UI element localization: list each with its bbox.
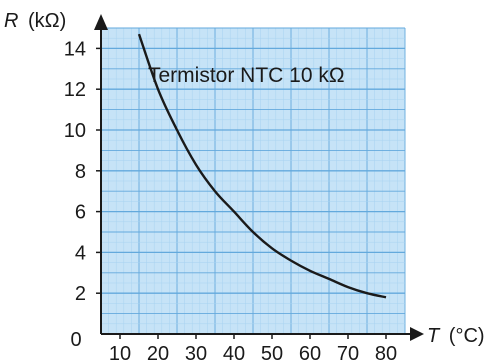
- x-axis-symbol: T: [427, 325, 441, 347]
- x-tick-label: 50: [261, 343, 283, 363]
- y-axis-label: R (kΩ): [4, 10, 66, 32]
- origin-label: 0: [70, 329, 81, 351]
- y-tick-labels: 2 4 6 8 10 12 14: [64, 38, 86, 305]
- y-axis-unit: (kΩ): [28, 10, 66, 32]
- chart-annotation: Termistor NTC 10 kΩ: [148, 64, 345, 87]
- x-tick-label: 70: [337, 343, 359, 363]
- y-axis-symbol: R: [4, 10, 18, 32]
- x-axis-label: T (°C): [427, 325, 485, 347]
- y-tick-label: 10: [64, 120, 86, 142]
- axes: [94, 14, 424, 341]
- x-axis-unit: (°C): [449, 325, 485, 347]
- y-tick-label: 14: [64, 38, 86, 60]
- x-tick-label: 10: [109, 343, 131, 363]
- x-axis-arrow: [410, 327, 424, 341]
- x-tick-label: 30: [185, 343, 207, 363]
- y-tick-label: 2: [75, 283, 86, 305]
- x-tick-labels: 10 20 30 40 50 60 70 80: [109, 343, 397, 363]
- y-tick-label: 12: [64, 79, 86, 101]
- x-tick-label: 40: [223, 343, 245, 363]
- x-tick-label: 60: [299, 343, 321, 363]
- y-tick-label: 6: [75, 202, 86, 224]
- thermistor-curve: [137, 33, 387, 299]
- y-tick-label: 4: [75, 242, 86, 264]
- y-tick-label: 8: [75, 161, 86, 183]
- x-tick-label: 80: [375, 343, 397, 363]
- y-axis-arrow: [94, 14, 108, 30]
- x-tick-label: 20: [147, 343, 169, 363]
